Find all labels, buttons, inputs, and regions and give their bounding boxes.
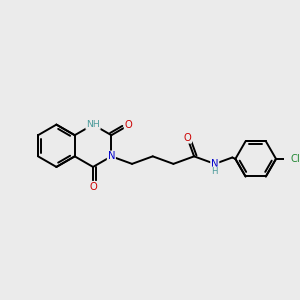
Text: Cl: Cl [291,154,300,164]
Text: NH: NH [86,120,100,129]
Text: N: N [211,159,218,169]
Text: O: O [184,133,191,143]
Text: O: O [89,182,97,192]
Text: N: N [108,151,115,161]
Text: O: O [124,120,132,130]
Text: H: H [212,167,218,176]
